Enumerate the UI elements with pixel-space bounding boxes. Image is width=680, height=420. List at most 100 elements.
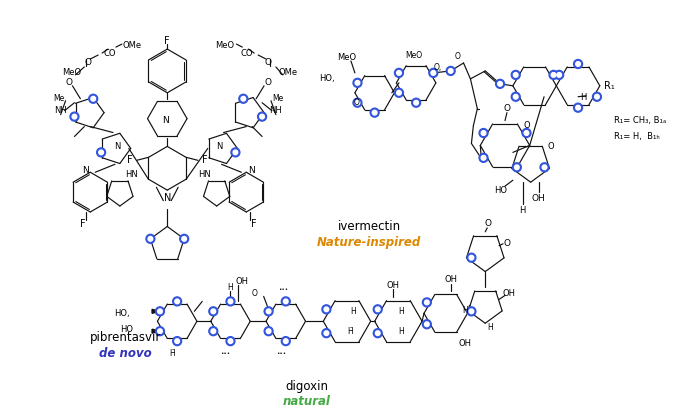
Circle shape: [431, 71, 436, 75]
Circle shape: [228, 299, 233, 304]
Circle shape: [175, 339, 180, 344]
Text: NH: NH: [269, 106, 282, 115]
Polygon shape: [152, 310, 160, 313]
Text: O: O: [485, 219, 492, 228]
Circle shape: [156, 307, 165, 316]
Circle shape: [241, 97, 245, 101]
Text: N: N: [114, 142, 120, 151]
Text: O: O: [503, 104, 511, 113]
Circle shape: [574, 60, 583, 68]
Circle shape: [156, 327, 165, 336]
Circle shape: [282, 337, 290, 346]
Circle shape: [394, 68, 403, 77]
Text: MeO: MeO: [405, 50, 423, 60]
Text: CO: CO: [104, 49, 116, 58]
Circle shape: [211, 329, 216, 333]
Text: de novo: de novo: [99, 347, 152, 360]
Circle shape: [91, 97, 95, 101]
Text: O: O: [547, 142, 554, 151]
Circle shape: [551, 73, 556, 77]
Text: natural: natural: [283, 395, 331, 408]
Circle shape: [522, 129, 531, 137]
Circle shape: [239, 94, 248, 103]
Circle shape: [411, 98, 420, 107]
Circle shape: [264, 327, 273, 336]
Circle shape: [396, 90, 401, 95]
Circle shape: [211, 309, 216, 314]
Text: O: O: [265, 58, 271, 68]
Text: H: H: [520, 205, 526, 215]
Circle shape: [481, 155, 486, 160]
Text: H: H: [398, 307, 404, 316]
Circle shape: [72, 114, 77, 119]
Text: OH: OH: [459, 339, 472, 348]
Text: HO: HO: [494, 186, 507, 194]
Circle shape: [469, 309, 474, 314]
Circle shape: [180, 234, 188, 243]
Text: O: O: [503, 239, 511, 248]
Circle shape: [496, 79, 505, 88]
Circle shape: [173, 337, 182, 346]
Circle shape: [209, 307, 218, 316]
Circle shape: [226, 337, 235, 346]
Text: NH: NH: [54, 106, 67, 115]
Circle shape: [267, 329, 271, 333]
Circle shape: [228, 339, 233, 344]
Circle shape: [424, 322, 429, 327]
Circle shape: [592, 92, 601, 101]
Text: •••: •••: [276, 351, 286, 356]
Circle shape: [148, 236, 153, 241]
Text: O,: O,: [434, 63, 442, 72]
Text: F: F: [80, 219, 85, 229]
Circle shape: [540, 163, 549, 172]
Circle shape: [524, 131, 529, 135]
Text: Me: Me: [272, 94, 284, 103]
Circle shape: [513, 163, 522, 172]
Text: OH: OH: [503, 289, 515, 298]
Circle shape: [594, 94, 599, 99]
Circle shape: [498, 81, 503, 86]
Circle shape: [576, 62, 580, 66]
Circle shape: [353, 79, 362, 87]
Circle shape: [231, 148, 240, 157]
Text: R₁: R₁: [605, 81, 615, 91]
Circle shape: [515, 165, 519, 170]
Text: O: O: [251, 289, 257, 298]
Circle shape: [355, 100, 360, 105]
Text: Nature-inspired: Nature-inspired: [318, 236, 422, 249]
Circle shape: [549, 71, 558, 79]
Circle shape: [158, 309, 163, 314]
Text: ivermectin: ivermectin: [338, 220, 401, 233]
Text: pibrentasvir: pibrentasvir: [90, 331, 161, 344]
Text: OMe: OMe: [279, 68, 298, 77]
Circle shape: [370, 108, 379, 117]
Text: •••: •••: [277, 287, 288, 292]
Circle shape: [448, 68, 453, 73]
Circle shape: [146, 234, 155, 243]
Circle shape: [284, 299, 288, 304]
Text: MeO: MeO: [337, 52, 356, 61]
Circle shape: [481, 131, 486, 135]
Text: F: F: [252, 219, 257, 229]
Text: F: F: [127, 155, 133, 165]
Text: digoxin: digoxin: [286, 380, 328, 393]
Circle shape: [322, 305, 331, 314]
Circle shape: [511, 92, 520, 101]
Circle shape: [282, 297, 290, 306]
Circle shape: [422, 298, 431, 307]
Text: MeO: MeO: [63, 68, 82, 77]
Circle shape: [479, 153, 488, 162]
Circle shape: [267, 309, 271, 314]
Circle shape: [70, 112, 79, 121]
Text: N: N: [82, 166, 88, 175]
Circle shape: [396, 71, 401, 75]
Text: OH: OH: [236, 277, 249, 286]
Text: •••: •••: [220, 351, 231, 356]
Text: H: H: [398, 327, 404, 336]
Text: H: H: [228, 283, 233, 292]
Circle shape: [209, 327, 218, 336]
Circle shape: [414, 100, 418, 105]
Circle shape: [284, 339, 288, 344]
Text: OMe: OMe: [122, 41, 141, 50]
Circle shape: [542, 165, 547, 170]
